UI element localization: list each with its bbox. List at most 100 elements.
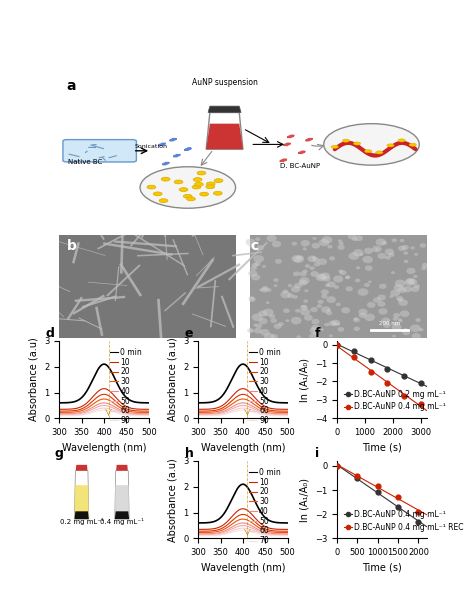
Circle shape (375, 238, 386, 246)
Circle shape (256, 245, 264, 250)
Circle shape (161, 177, 170, 181)
Circle shape (393, 284, 404, 292)
Polygon shape (116, 465, 128, 471)
Circle shape (206, 185, 215, 189)
Circle shape (402, 330, 410, 335)
Circle shape (214, 178, 223, 183)
Polygon shape (206, 113, 243, 149)
Circle shape (251, 266, 257, 270)
Circle shape (414, 284, 420, 289)
Circle shape (296, 255, 304, 260)
Circle shape (179, 188, 188, 192)
Circle shape (377, 253, 386, 259)
Circle shape (301, 240, 310, 246)
Circle shape (283, 290, 288, 293)
Circle shape (346, 286, 353, 292)
Circle shape (317, 304, 322, 308)
Text: a: a (66, 79, 76, 93)
Text: 0.4 mg mL⁻¹: 0.4 mg mL⁻¹ (100, 518, 144, 525)
Polygon shape (206, 123, 243, 149)
Circle shape (324, 123, 419, 165)
Circle shape (271, 334, 278, 339)
Circle shape (399, 319, 402, 322)
Circle shape (273, 324, 282, 329)
Circle shape (262, 265, 266, 268)
Circle shape (400, 310, 410, 317)
Circle shape (400, 239, 404, 242)
Text: e: e (185, 327, 193, 340)
Circle shape (273, 278, 279, 282)
Circle shape (272, 241, 281, 247)
Circle shape (194, 182, 203, 186)
Circle shape (341, 307, 350, 313)
Text: c: c (250, 240, 258, 253)
Circle shape (393, 322, 399, 326)
Circle shape (309, 333, 319, 340)
Circle shape (312, 237, 317, 240)
Circle shape (395, 280, 406, 287)
Circle shape (314, 262, 320, 267)
Circle shape (271, 318, 277, 323)
Circle shape (255, 261, 261, 266)
Circle shape (337, 327, 344, 332)
Circle shape (332, 321, 338, 325)
Circle shape (419, 328, 424, 332)
Circle shape (300, 309, 310, 316)
Circle shape (398, 287, 406, 293)
FancyBboxPatch shape (63, 140, 137, 162)
Circle shape (390, 290, 400, 296)
Circle shape (419, 243, 426, 247)
Circle shape (392, 238, 397, 242)
Circle shape (328, 321, 336, 326)
Circle shape (302, 305, 307, 308)
Circle shape (385, 256, 391, 260)
Legend: 0 min, 10, 20, 30, 40, 50, 60, 90: 0 min, 10, 20, 30, 40, 50, 60, 90 (246, 345, 284, 428)
Circle shape (410, 324, 421, 332)
Circle shape (329, 335, 333, 337)
Circle shape (275, 259, 282, 264)
Bar (250, 235, 427, 338)
Point (417, 379, 425, 388)
Point (374, 482, 382, 491)
Circle shape (311, 325, 320, 331)
Circle shape (355, 235, 363, 241)
Point (333, 461, 341, 471)
Circle shape (406, 278, 415, 284)
Y-axis label: Absorbance (a.u): Absorbance (a.u) (167, 458, 177, 541)
Polygon shape (115, 485, 129, 519)
Circle shape (255, 237, 260, 241)
Circle shape (387, 144, 394, 147)
Circle shape (368, 281, 372, 283)
X-axis label: Time (s): Time (s) (362, 563, 401, 573)
Text: b: b (66, 240, 76, 253)
Circle shape (254, 328, 262, 333)
Circle shape (249, 330, 253, 332)
X-axis label: Wavelength (nm): Wavelength (nm) (201, 443, 285, 453)
Circle shape (362, 256, 373, 263)
Circle shape (356, 266, 360, 269)
Circle shape (338, 241, 344, 245)
Y-axis label: ln (A₁/A₀): ln (A₁/A₀) (300, 478, 310, 522)
Circle shape (308, 255, 317, 262)
Circle shape (246, 238, 255, 246)
Circle shape (251, 274, 260, 280)
Point (394, 502, 402, 512)
Circle shape (321, 294, 328, 299)
Circle shape (377, 301, 385, 307)
Circle shape (310, 307, 318, 312)
Point (383, 379, 391, 388)
Circle shape (292, 242, 297, 246)
Circle shape (404, 279, 414, 286)
Circle shape (353, 249, 364, 257)
Point (415, 507, 422, 517)
Legend: D.BC-AuNP 0.4 mg mL⁻¹, D.BC-AuNP 0.4 mg mL⁻¹ REC: D.BC-AuNP 0.4 mg mL⁻¹, D.BC-AuNP 0.4 mg … (341, 507, 466, 535)
Circle shape (322, 236, 332, 244)
Point (333, 461, 341, 471)
Circle shape (321, 306, 331, 313)
Point (367, 367, 374, 377)
Circle shape (385, 249, 394, 255)
Circle shape (278, 322, 284, 326)
Circle shape (354, 327, 360, 331)
Circle shape (267, 235, 277, 242)
Circle shape (255, 323, 262, 328)
